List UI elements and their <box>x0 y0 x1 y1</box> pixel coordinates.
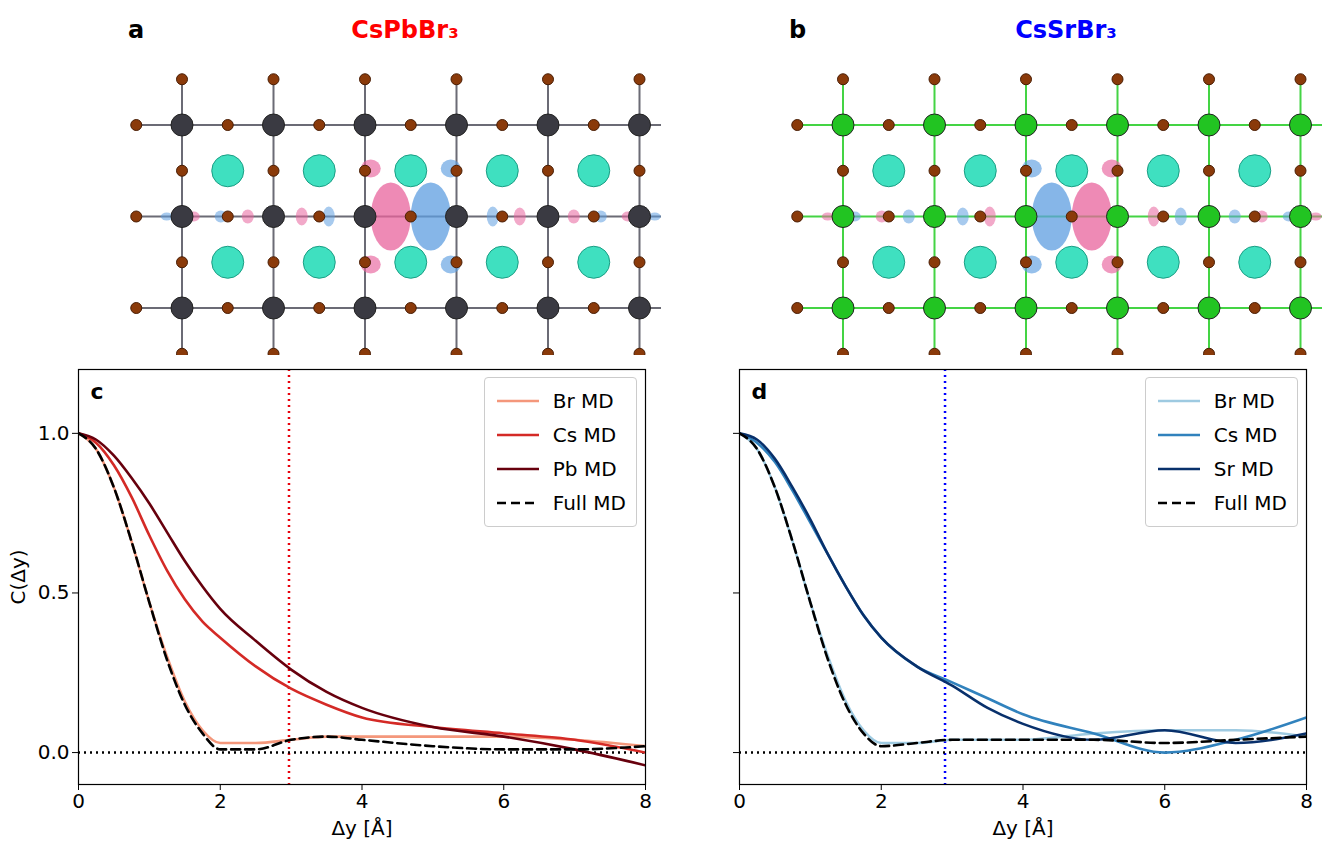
html-text:Cs MD: Cs MD <box>1213 423 1278 447</box>
svg-text:b: b <box>789 16 806 44</box>
svg-text:0.0: 0.0 <box>38 740 70 764</box>
svg-text:0: 0 <box>72 789 85 813</box>
svg-text:c: c <box>91 379 104 404</box>
svg-text:0.5: 0.5 <box>38 580 70 604</box>
html-text:Pb MD: Pb MD <box>552 457 617 481</box>
svg-text:2: 2 <box>875 789 888 813</box>
svg-text:6: 6 <box>497 789 510 813</box>
svg-text:2: 2 <box>214 789 227 813</box>
html-text:Full MD: Full MD <box>552 491 626 515</box>
svg-text:Δy [Å]: Δy [Å] <box>992 816 1053 840</box>
svg-text:6: 6 <box>1158 789 1171 813</box>
svg-text:8: 8 <box>1300 789 1313 813</box>
svg-text:1.0: 1.0 <box>38 421 70 445</box>
html-text:Br MD: Br MD <box>552 389 614 413</box>
svg-text:8: 8 <box>639 789 652 813</box>
svg-text:CsPbBr₃: CsPbBr₃ <box>351 16 458 44</box>
html-text:Br MD: Br MD <box>1213 389 1275 413</box>
svg-text:Δy [Å]: Δy [Å] <box>331 816 392 840</box>
svg-text:0: 0 <box>733 789 746 813</box>
svg-text:a: a <box>128 16 144 44</box>
html-text:Cs MD: Cs MD <box>552 423 617 447</box>
svg-text:d: d <box>752 379 768 404</box>
svg-text:CsSrBr₃: CsSrBr₃ <box>1015 16 1117 44</box>
svg-text:4: 4 <box>1017 789 1030 813</box>
html-text:Sr MD: Sr MD <box>1213 457 1274 481</box>
svg-text:4: 4 <box>356 789 369 813</box>
html-text:Full MD: Full MD <box>1213 491 1287 515</box>
svg-text:C(Δy): C(Δy) <box>6 549 30 604</box>
